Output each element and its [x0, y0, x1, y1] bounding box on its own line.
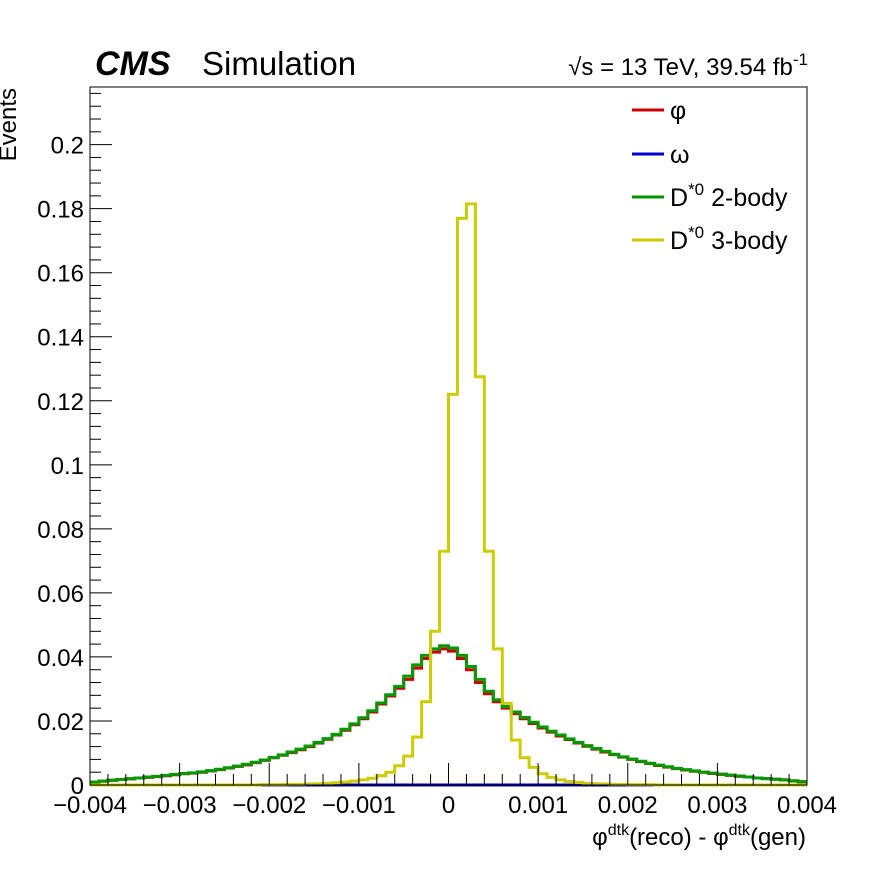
y-tick-label: 0.04 — [37, 645, 84, 672]
x-tick-label: 0.004 — [777, 792, 837, 819]
legend-label-name: D — [670, 184, 688, 212]
lumi-main: = 13 TeV, 39.54 fb — [593, 54, 793, 81]
legend-label-suffix: 2-body — [704, 184, 788, 212]
y-tick-label: 0.02 — [37, 709, 84, 736]
legend-label-4: D*0 3-body — [670, 223, 788, 255]
x-tick-label: 0.002 — [598, 792, 658, 819]
legend-label-name: D — [670, 227, 688, 255]
x-tick-label: −0.002 — [232, 792, 306, 819]
y-tick-label: 0.06 — [37, 581, 84, 608]
lumi-label: √s = 13 TeV, 39.54 fb-1 — [568, 50, 808, 81]
x-title-part2: (reco) - φ — [629, 824, 729, 851]
y-tick-label: 0.14 — [37, 325, 84, 352]
y-tick-label: 0.2 — [51, 133, 84, 160]
y-tick-label: 0.08 — [37, 517, 84, 544]
y-tick-label: 0.18 — [37, 197, 84, 224]
lumi-sqrt: √s — [568, 54, 593, 81]
series-line-4 — [90, 202, 807, 787]
legend-label-suffix: 3-body — [704, 227, 788, 255]
lumi-exponent: -1 — [793, 50, 808, 69]
x-axis: −0.004 −0.003 −0.002 −0.001 0 0.001 0.002 0.003… — [53, 763, 837, 819]
y-axis: 0 0.02 0.04 0.06 0.08 0.1 0.12 0.14 0.16 0.18 0.2 — [37, 92, 112, 800]
y-tick-label: 0.1 — [51, 453, 84, 480]
series-layer — [90, 202, 807, 787]
y-tick-label: 0 — [71, 773, 84, 800]
series-line-3 — [90, 644, 807, 784]
legend-label-2: ω — [670, 141, 690, 169]
y-axis-title: Events — [0, 88, 22, 161]
legend-label-sup: *0 — [688, 180, 704, 199]
cms-label: CMS — [95, 45, 171, 83]
x-title-part3: (gen) — [750, 824, 806, 851]
x-title-sup1: dtk — [608, 822, 630, 839]
x-title-sup2: dtk — [729, 822, 751, 839]
legend-label-name: φ — [670, 97, 686, 125]
x-title-part1: φ — [592, 824, 608, 851]
legend-label-1: φ — [670, 97, 686, 125]
x-tick-label: −0.001 — [322, 792, 396, 819]
legend-label-name: ω — [670, 141, 690, 169]
x-tick-label: 0.003 — [687, 792, 747, 819]
x-tick-label: −0.004 — [53, 792, 127, 819]
x-tick-label: 0 — [442, 792, 455, 819]
legend-label-sup: *0 — [688, 223, 704, 242]
legend-label-3: D*0 2-body — [670, 180, 788, 212]
x-axis-title: φdtk(reco) - φdtk(gen) — [592, 822, 806, 851]
x-tick-label: −0.003 — [143, 792, 217, 819]
simulation-label: Simulation — [202, 45, 356, 82]
y-tick-label: 0.12 — [37, 389, 84, 416]
series-line-1 — [90, 647, 807, 784]
x-tick-label: 0.001 — [508, 792, 568, 819]
y-tick-label: 0.16 — [37, 261, 84, 288]
